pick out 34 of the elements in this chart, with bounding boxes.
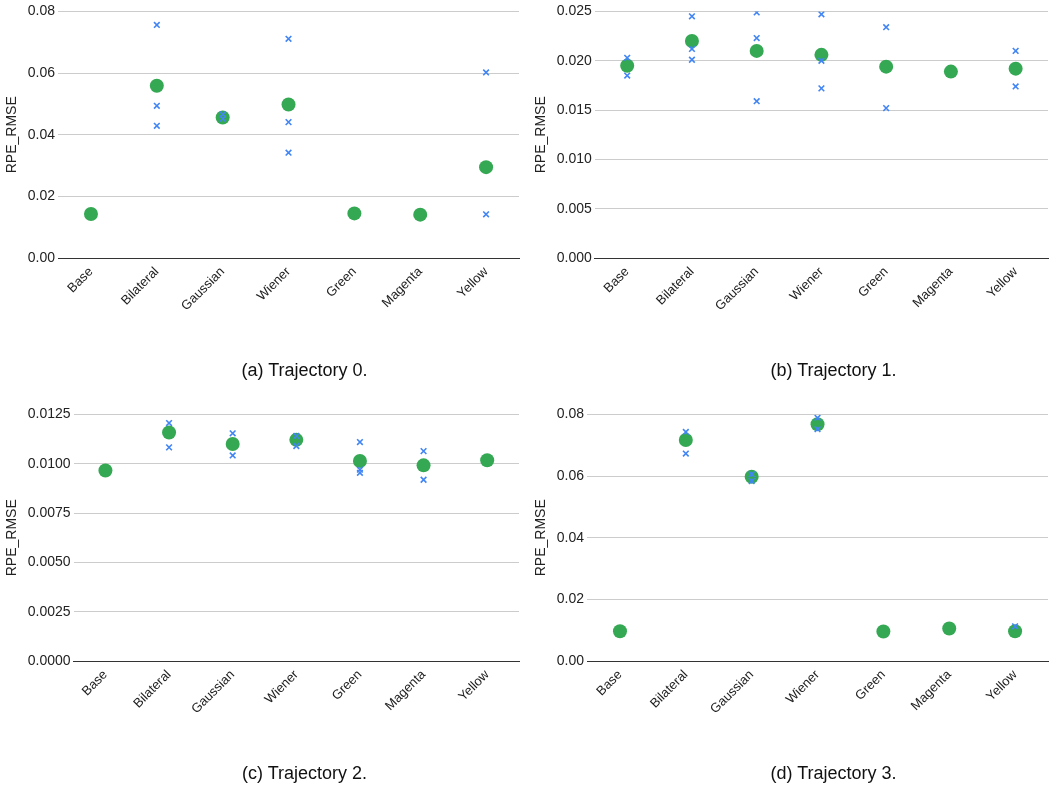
y-tick-label: 0.025 — [556, 2, 593, 19]
y-tick-label: 0.0075 — [27, 503, 71, 520]
y-tick-label: 0.005 — [556, 199, 593, 216]
point — [678, 433, 693, 447]
text: (b) Trajectory 1. — [769, 360, 898, 381]
y-tick-label: 0.06 — [556, 466, 585, 483]
y-tick-label: 0.04 — [27, 125, 56, 142]
point — [876, 624, 891, 639]
y-tick-label: 0.08 — [556, 405, 585, 422]
text: (a) Trajectory 0. — [240, 360, 369, 381]
y-tick-label: 0.010 — [556, 150, 593, 167]
y-tick-label: 0.00 — [27, 248, 56, 265]
y-tick-label: 0.0025 — [27, 602, 71, 619]
y-tick-label: 0.0100 — [27, 454, 71, 471]
y-tick-label: 0.020 — [556, 51, 593, 68]
y-tick-label: 0.0000 — [27, 651, 71, 668]
y-tick-label: 0.08 — [27, 2, 56, 19]
y-tick-label: 0.02 — [27, 187, 56, 204]
text: (c) Trajectory 2. — [241, 763, 368, 784]
y-axis-title: RPE_RMSE — [532, 499, 549, 577]
y-tick-label: 0.000 — [556, 248, 593, 265]
y-tick-label: 0.0050 — [27, 553, 71, 570]
y-axis-title: RPE_RMSE — [3, 96, 20, 174]
y-tick-label: 0.04 — [556, 528, 585, 545]
point — [612, 624, 627, 639]
point — [942, 621, 957, 636]
y-tick-label: 0.0125 — [27, 405, 71, 422]
y-tick-label: 0.015 — [556, 100, 593, 117]
y-tick-label: 0.06 — [27, 63, 56, 80]
y-axis-title: RPE_RMSE — [3, 499, 20, 577]
text: (d) Trajectory 3. — [769, 763, 898, 784]
y-tick-label: 0.02 — [556, 590, 585, 607]
y-tick-label: 0.00 — [556, 651, 585, 668]
y-axis-title: RPE_RMSE — [532, 96, 549, 174]
